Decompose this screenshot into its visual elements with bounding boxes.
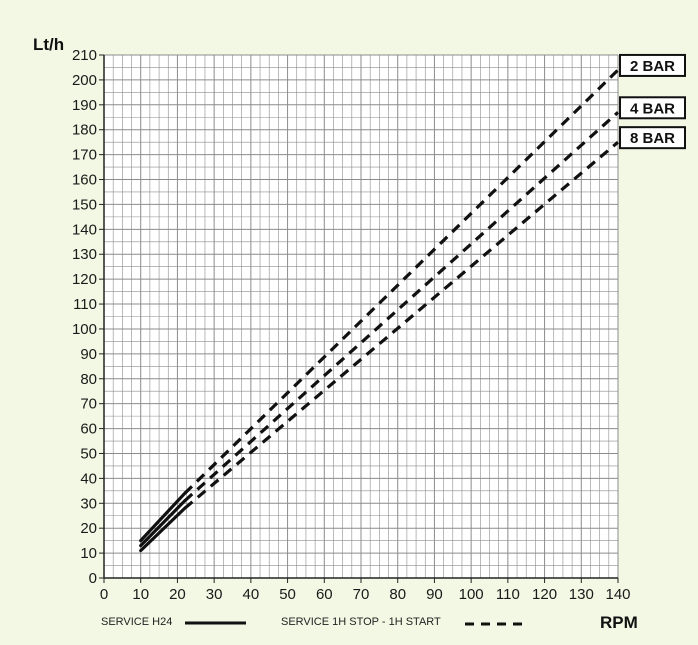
y-tick-label: 30 [80, 495, 97, 512]
y-tick-label: 180 [72, 122, 97, 139]
y-tick-label: 50 [80, 445, 97, 462]
series-label-4-bar: 4 BAR [630, 100, 675, 117]
y-tick-label: 20 [80, 520, 97, 537]
y-tick-label: 160 [72, 172, 97, 189]
x-tick-label: 100 [459, 586, 484, 603]
y-tick-label: 150 [72, 196, 97, 213]
y-tick-labels: 0 10 20 30 40 50 60 70 80 90 100 110 120 130 140 150 160… [72, 47, 97, 587]
x-axis-title: RPM [600, 613, 638, 632]
y-tick-label: 40 [80, 470, 97, 487]
y-tick-label: 200 [72, 72, 97, 89]
legend-label-solid: SERVICE H24 [101, 616, 172, 628]
y-axis-title: Lt/h [33, 35, 64, 54]
y-tick-label: 110 [73, 296, 97, 313]
y-tick-label: 210 [72, 47, 97, 64]
x-tick-label: 60 [316, 586, 333, 603]
series-label-2-bar: 2 BAR [630, 58, 675, 75]
y-tick-label: 170 [72, 147, 97, 164]
series-line-solid-2-bar [139, 491, 187, 543]
minor-grid [104, 55, 618, 578]
y-tick-label: 70 [80, 396, 97, 413]
x-tick-label: 80 [389, 586, 406, 603]
series-label-8-bar: 8 BAR [630, 130, 675, 147]
series-label-box-2-bar [619, 53, 686, 77]
series-label-box-8-bar [619, 126, 686, 150]
y-tick-label: 120 [72, 271, 97, 288]
legend: SERVICE H24 SERVICE 1H STOP - 1H START [101, 616, 527, 628]
y-tick-label: 100 [72, 321, 97, 338]
legend-label-dashed: SERVICE 1H STOP - 1H START [281, 616, 441, 628]
series-line-dashed-8-bar [183, 140, 620, 510]
x-tick-label: 140 [605, 586, 630, 603]
y-tick-label: 80 [80, 371, 97, 388]
series-lines [139, 68, 620, 553]
y-tick-label: 130 [72, 246, 97, 263]
x-tick-label: 130 [569, 586, 594, 603]
y-tick-label: 60 [80, 421, 97, 438]
y-tick-label: 10 [80, 545, 97, 562]
series-line-dashed-4-bar [183, 111, 620, 502]
series-line-solid-4-bar [139, 499, 187, 548]
y-tick-label: 0 [89, 570, 97, 587]
x-tick-label: 40 [243, 586, 260, 603]
x-tick-label: 90 [426, 586, 443, 603]
x-tick-label: 0 [100, 586, 108, 603]
major-grid [99, 54, 619, 583]
x-tick-label: 120 [532, 586, 557, 603]
x-tick-label: 70 [353, 586, 370, 603]
x-tick-label: 20 [169, 586, 186, 603]
x-tick-label: 10 [132, 586, 149, 603]
series-labels: 2 BAR 4 BAR 8 BAR [619, 53, 686, 150]
y-tick-label: 140 [72, 221, 97, 238]
x-tick-labels: 0 10 20 30 40 50 60 70 80 90 100 110 120 130 140 [100, 586, 631, 603]
x-tick-label: 30 [206, 586, 223, 603]
series-label-box-4-bar [619, 96, 686, 120]
x-tick-label: 50 [279, 586, 296, 603]
x-tick-label: 110 [496, 586, 520, 603]
series-line-solid-8-bar [139, 506, 187, 553]
y-tick-label: 90 [80, 346, 97, 363]
y-tick-label: 190 [72, 97, 97, 114]
